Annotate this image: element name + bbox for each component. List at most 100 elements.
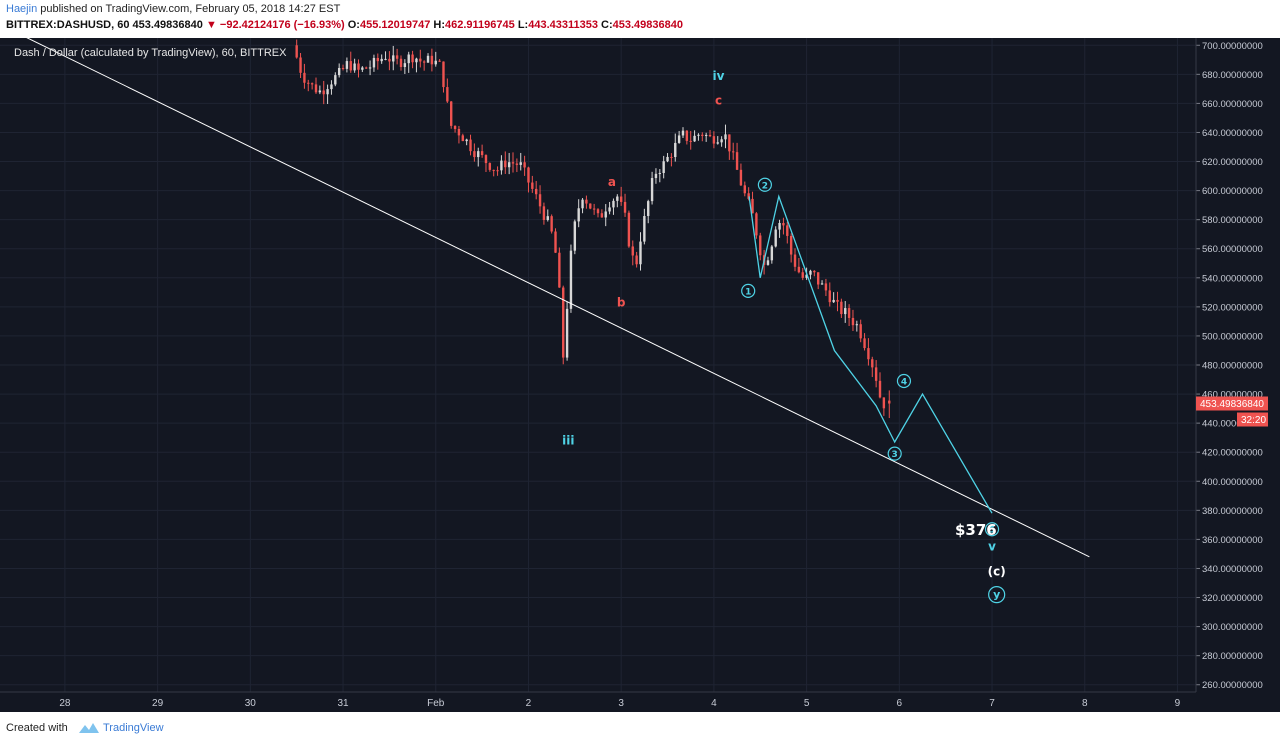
candle-body	[859, 324, 862, 339]
wave-circle-2	[757, 177, 772, 192]
chart-panel[interactable]: iii a b iv c 1 2 3 4 5 v (c) y 260.00000000 280.00000…	[0, 38, 1280, 712]
candle-body	[786, 225, 789, 236]
candle-body	[581, 199, 584, 209]
candle-body	[403, 63, 407, 67]
candle-body	[832, 299, 835, 303]
x-tick-label: 30	[245, 698, 257, 709]
candle-body	[434, 60, 437, 65]
wave-circle-4	[896, 373, 912, 389]
open-value: 455.12019747	[359, 19, 431, 31]
candle-body	[801, 272, 804, 278]
x-tick-label: 2	[526, 698, 532, 709]
y-tick-label: 320.00000000	[1202, 593, 1263, 604]
candle-body	[809, 270, 812, 275]
trendline-layer	[26, 38, 1090, 558]
candle-body	[643, 216, 646, 242]
candle-body	[337, 67, 341, 76]
candle-body	[422, 61, 426, 63]
candlestick-chart[interactable]: iii a b iv c 1 2 3 4 5 v (c) y 260.00000000 280.00000…	[0, 38, 1280, 712]
candle-body	[874, 367, 878, 381]
candle-body	[778, 222, 781, 230]
y-tick-label: 400.00000000	[1202, 477, 1263, 488]
publish-text: published on TradingView.com, February 0…	[40, 3, 341, 15]
countdown-badge-bg	[1237, 412, 1268, 427]
candle-body	[303, 72, 306, 83]
wave-circle-3	[887, 446, 902, 461]
candle-body	[789, 235, 793, 255]
candle-body	[573, 221, 577, 251]
candle-body	[492, 169, 495, 171]
price-badge-text: 453.49836840	[1200, 399, 1264, 410]
candle-body	[824, 283, 828, 291]
candle-body	[820, 283, 824, 285]
tradingview-brand-link[interactable]: TradingView	[103, 722, 164, 734]
wave-label-4: 4	[901, 377, 907, 387]
candle-body	[666, 156, 669, 162]
candle-body	[550, 216, 553, 232]
candle-body	[450, 101, 453, 126]
wave-circle-1	[741, 283, 756, 298]
candle-body	[453, 125, 457, 129]
candle-body	[361, 67, 364, 70]
wave-label-5: 5	[989, 526, 995, 536]
candle-body	[407, 54, 410, 64]
candle-body	[619, 196, 623, 202]
y-tick-label: 620.00000000	[1202, 157, 1263, 168]
close-value: 453.49836840	[612, 19, 683, 31]
tradingview-logo-icon[interactable]	[78, 721, 100, 735]
candle-body	[782, 222, 785, 226]
y-tick-label: 540.00000000	[1202, 273, 1263, 284]
candle-body	[631, 246, 634, 256]
candle-body	[728, 134, 731, 152]
candle-body	[554, 231, 557, 253]
candles	[295, 39, 891, 419]
candle-body	[612, 200, 615, 208]
candle-body	[399, 58, 403, 67]
candle-body	[477, 151, 480, 158]
candle-body	[569, 250, 573, 309]
candle-body	[546, 216, 549, 220]
x-tick-label: Feb	[427, 698, 445, 709]
candle-body	[816, 272, 820, 285]
symbol-label: BITTREX:DASHUSD, 60	[6, 19, 130, 31]
candle-body	[851, 317, 855, 326]
price-badge-bg	[1196, 396, 1268, 411]
candle-body	[376, 57, 380, 62]
candle-body	[847, 308, 851, 318]
chart-title: Dash / Dollar (calculated by TradingView…	[14, 47, 287, 59]
candle-body	[589, 203, 592, 209]
candle-body	[442, 61, 445, 88]
candle-body	[813, 270, 816, 273]
candle-body	[507, 162, 511, 168]
candle-body	[735, 152, 739, 170]
candle-body	[365, 67, 368, 69]
candle-body	[469, 139, 472, 152]
x-tick-label: 31	[337, 698, 349, 709]
close-label: C:	[601, 19, 613, 31]
x-tick-label: 8	[1082, 698, 1088, 709]
candle-body	[596, 209, 600, 214]
down-arrow-icon: ▼	[205, 19, 217, 31]
x-tick-label: 9	[1175, 698, 1181, 709]
candle-body	[855, 324, 859, 326]
y-tick-label: 660.00000000	[1202, 99, 1263, 110]
candle-body	[523, 162, 526, 168]
candle-body	[558, 252, 561, 288]
x-tick-label: 29	[152, 698, 164, 709]
grid	[0, 38, 1196, 692]
wave-label-v: v	[988, 540, 996, 554]
author-link[interactable]: Haejin	[6, 3, 38, 15]
candle-body	[639, 241, 642, 265]
wave-label-1: 1	[745, 287, 751, 297]
candle-body	[654, 173, 658, 179]
candle-body	[368, 67, 372, 69]
y-tick-label: 340.00000000	[1202, 564, 1263, 575]
y-tick-label: 380.00000000	[1202, 506, 1263, 517]
candle-body	[770, 246, 774, 261]
candle-body	[635, 255, 638, 265]
wave-label-iii: iii	[562, 434, 574, 448]
candle-body	[755, 213, 758, 236]
candle-body	[685, 130, 689, 141]
candle-body	[538, 194, 542, 207]
wave-circle-5	[984, 522, 1000, 537]
